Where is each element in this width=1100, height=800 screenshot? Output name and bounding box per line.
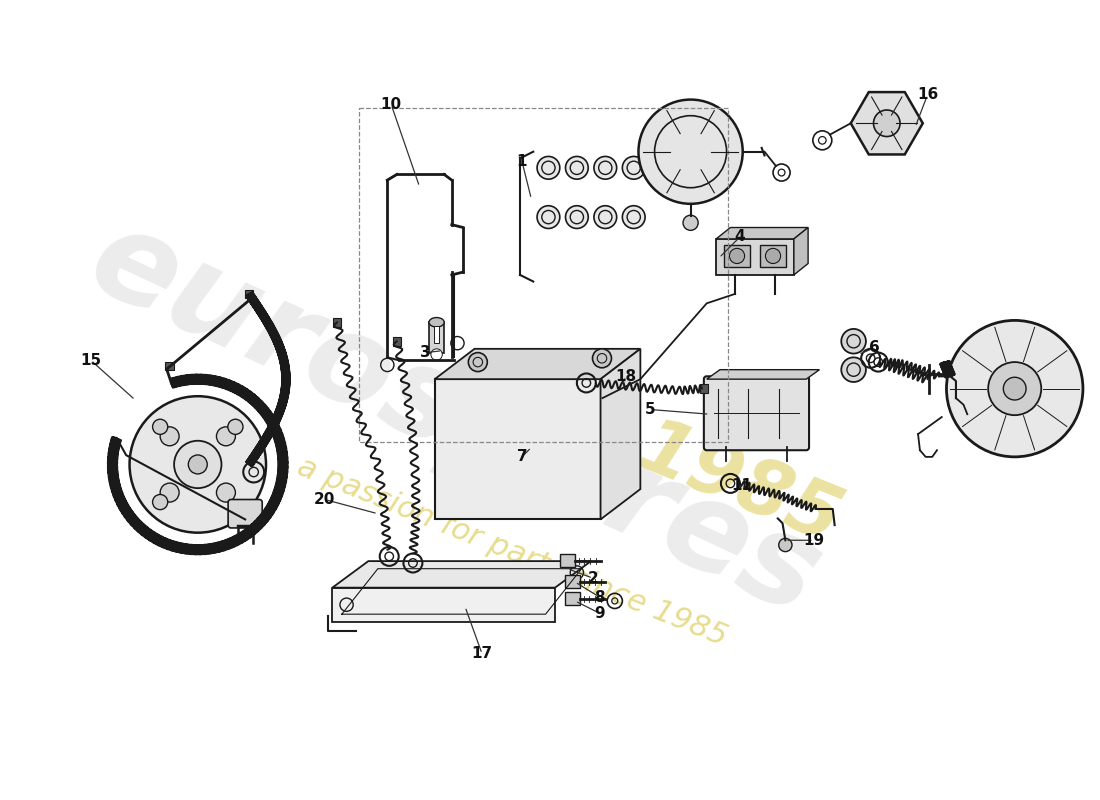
FancyBboxPatch shape <box>704 376 810 450</box>
Text: 8: 8 <box>594 590 605 605</box>
Text: 18: 18 <box>616 369 637 384</box>
Circle shape <box>130 396 266 533</box>
Bar <box>760 245 786 267</box>
Text: 5: 5 <box>645 402 656 417</box>
Circle shape <box>188 455 207 474</box>
Text: 1985: 1985 <box>627 411 853 559</box>
Circle shape <box>217 483 235 502</box>
Circle shape <box>766 248 781 263</box>
Circle shape <box>873 110 900 137</box>
Circle shape <box>537 206 560 229</box>
Bar <box>564 592 580 605</box>
Polygon shape <box>332 561 591 588</box>
Circle shape <box>1003 378 1026 400</box>
Bar <box>333 318 341 326</box>
Circle shape <box>161 427 179 446</box>
Circle shape <box>729 248 745 263</box>
Polygon shape <box>434 349 640 379</box>
Circle shape <box>842 358 866 382</box>
Bar <box>560 554 575 566</box>
Text: 9: 9 <box>594 606 605 621</box>
Circle shape <box>565 157 588 179</box>
Text: 7: 7 <box>517 450 527 464</box>
Circle shape <box>623 206 645 229</box>
Circle shape <box>537 157 560 179</box>
Circle shape <box>217 427 235 446</box>
Text: 2: 2 <box>587 570 598 586</box>
Text: 3: 3 <box>420 345 430 360</box>
Circle shape <box>594 157 617 179</box>
Circle shape <box>779 538 792 552</box>
Bar <box>700 384 708 393</box>
Text: 16: 16 <box>917 87 938 102</box>
Bar <box>564 575 580 588</box>
Circle shape <box>565 206 588 229</box>
Bar <box>359 108 728 442</box>
Polygon shape <box>716 227 808 239</box>
Polygon shape <box>794 227 808 275</box>
Circle shape <box>153 419 167 434</box>
Text: eurospares: eurospares <box>72 197 839 641</box>
Text: 4: 4 <box>735 230 745 245</box>
Bar <box>244 290 253 298</box>
Bar <box>393 337 402 346</box>
Bar <box>724 245 750 267</box>
Circle shape <box>638 99 743 204</box>
Circle shape <box>683 215 698 230</box>
Text: 17: 17 <box>472 646 493 662</box>
Text: 6: 6 <box>869 340 880 355</box>
Bar <box>165 362 174 370</box>
Bar <box>433 326 439 343</box>
Polygon shape <box>434 379 601 519</box>
Circle shape <box>161 483 179 502</box>
Text: 11: 11 <box>732 478 752 493</box>
Text: 15: 15 <box>80 353 101 368</box>
Circle shape <box>228 419 243 434</box>
Circle shape <box>593 349 612 368</box>
Circle shape <box>174 441 221 488</box>
Ellipse shape <box>429 318 444 327</box>
Text: 20: 20 <box>315 492 336 507</box>
Bar <box>429 322 444 353</box>
Text: 19: 19 <box>803 533 824 548</box>
FancyBboxPatch shape <box>228 499 262 528</box>
Circle shape <box>594 206 617 229</box>
Polygon shape <box>332 588 556 622</box>
Circle shape <box>623 157 645 179</box>
Text: a passion for parts since 1985: a passion for parts since 1985 <box>294 452 732 651</box>
Circle shape <box>431 349 442 360</box>
Text: 10: 10 <box>381 97 402 112</box>
Circle shape <box>946 320 1082 457</box>
Polygon shape <box>706 370 820 379</box>
Bar <box>716 239 794 275</box>
Circle shape <box>469 353 487 371</box>
Circle shape <box>842 329 866 354</box>
Polygon shape <box>850 92 923 154</box>
Polygon shape <box>601 349 640 519</box>
Text: 1: 1 <box>517 154 527 169</box>
Circle shape <box>153 494 167 510</box>
Circle shape <box>988 362 1042 415</box>
